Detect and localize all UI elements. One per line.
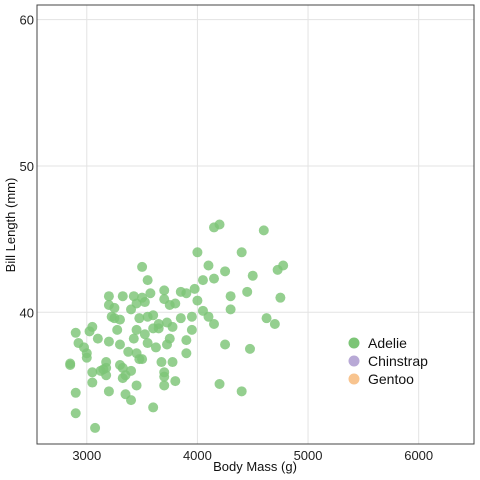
data-point-adelie — [181, 348, 192, 359]
data-point-adelie — [203, 311, 214, 322]
data-point-adelie — [134, 313, 145, 324]
data-point-adelie — [220, 266, 231, 277]
data-point-adelie — [109, 302, 120, 313]
y-tick-label: 60 — [20, 13, 34, 28]
data-point-adelie — [145, 288, 156, 299]
data-point-adelie — [189, 283, 200, 294]
data-point-adelie — [269, 319, 280, 330]
data-point-adelie — [114, 314, 125, 325]
legend-marker-chinstrap — [348, 355, 360, 367]
data-point-adelie — [203, 260, 214, 271]
data-point-adelie — [137, 261, 148, 272]
data-point-adelie — [103, 386, 114, 397]
y-tick-label: 40 — [20, 305, 34, 320]
data-point-adelie — [192, 247, 203, 258]
data-point-adelie — [65, 358, 76, 369]
legend-label-chinstrap: Chinstrap — [368, 353, 428, 369]
data-point-adelie — [112, 324, 123, 335]
data-point-adelie — [242, 286, 253, 297]
x-tick-label: 3000 — [72, 448, 101, 463]
data-point-adelie — [175, 313, 186, 324]
legend-label-adelie: Adelie — [368, 335, 407, 351]
data-point-adelie — [131, 380, 142, 391]
data-point-adelie — [258, 225, 269, 236]
data-point-adelie — [278, 260, 289, 271]
data-point-adelie — [139, 329, 150, 340]
data-point-adelie — [170, 298, 181, 309]
data-point-adelie — [192, 295, 203, 306]
data-point-adelie — [87, 367, 98, 378]
data-point-adelie — [159, 285, 170, 296]
data-point-adelie — [128, 333, 139, 344]
data-point-adelie — [159, 380, 170, 391]
data-point-adelie — [225, 291, 236, 302]
data-point-adelie — [209, 273, 220, 284]
data-point-adelie — [101, 370, 112, 381]
data-point-adelie — [186, 324, 197, 335]
x-tick-label: 6000 — [404, 448, 433, 463]
data-point-adelie — [70, 408, 81, 419]
data-point-adelie — [214, 219, 225, 230]
data-point-adelie — [225, 304, 236, 315]
data-point-adelie — [164, 333, 175, 344]
data-point-adelie — [142, 275, 153, 286]
data-point-adelie — [148, 310, 159, 321]
data-point-adelie — [275, 292, 286, 303]
data-point-adelie — [87, 321, 98, 332]
tick-labels: 3000 4000 5000 6000 40 50 60 — [20, 13, 434, 463]
data-point-adelie — [103, 291, 114, 302]
data-point-adelie — [236, 386, 247, 397]
data-point-adelie — [186, 311, 197, 322]
legend: Adelie Chinstrap Gentoo — [348, 335, 428, 387]
data-point-adelie — [137, 354, 148, 365]
data-points — [65, 219, 289, 433]
data-point-adelie — [214, 379, 225, 390]
data-point-adelie — [87, 377, 98, 388]
data-point-adelie — [70, 327, 81, 338]
y-tick-label: 50 — [20, 159, 34, 174]
data-point-adelie — [181, 288, 192, 299]
data-point-adelie — [247, 270, 258, 281]
legend-label-gentoo: Gentoo — [368, 371, 414, 387]
data-point-adelie — [126, 365, 137, 376]
x-tick-label: 4000 — [183, 448, 212, 463]
plot-frame — [36, 4, 475, 445]
data-point-adelie — [148, 402, 159, 413]
data-point-adelie — [70, 387, 81, 398]
legend-marker-gentoo — [348, 373, 360, 385]
data-point-adelie — [244, 343, 255, 354]
data-point-adelie — [197, 275, 208, 286]
data-point-adelie — [123, 346, 134, 357]
data-point-adelie — [142, 338, 153, 349]
data-point-adelie — [153, 323, 164, 334]
data-point-adelie — [90, 422, 101, 433]
data-point-adelie — [167, 357, 178, 368]
x-tick-label: 5000 — [294, 448, 323, 463]
data-point-adelie — [236, 247, 247, 258]
data-point-adelie — [167, 321, 178, 332]
legend-marker-adelie — [348, 337, 360, 349]
y-axis-label: Bill Length (mm) — [3, 178, 18, 273]
data-point-adelie — [103, 336, 114, 347]
x-axis-label: Body Mass (g) — [213, 459, 297, 474]
data-point-adelie — [81, 352, 92, 363]
data-point-adelie — [92, 333, 103, 344]
data-point-adelie — [126, 395, 137, 406]
data-point-adelie — [170, 376, 181, 387]
data-point-adelie — [131, 324, 142, 335]
data-point-adelie — [114, 339, 125, 350]
data-point-adelie — [181, 335, 192, 346]
data-point-adelie — [159, 371, 170, 382]
data-point-adelie — [101, 362, 112, 373]
data-point-adelie — [220, 339, 231, 350]
data-point-adelie — [209, 319, 220, 330]
data-point-adelie — [139, 297, 150, 308]
data-point-adelie — [117, 291, 128, 302]
data-point-adelie — [150, 342, 161, 353]
data-point-adelie — [261, 313, 272, 324]
data-point-adelie — [156, 357, 167, 368]
